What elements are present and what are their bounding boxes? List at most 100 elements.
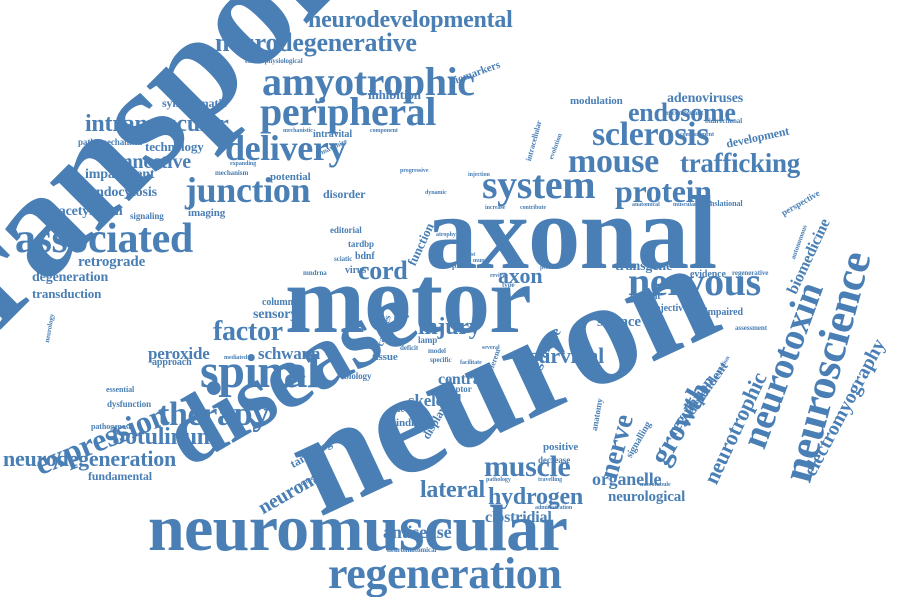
- word-disorder: disorder: [323, 187, 366, 201]
- word-mechanism: mechanism: [215, 169, 249, 177]
- word-sciatic: sciatic: [334, 255, 353, 263]
- word-dynamic: dynamic: [425, 190, 447, 196]
- word-pathology: pathology: [486, 477, 511, 483]
- word-tissue: tissue: [372, 351, 398, 363]
- word-bdnf: bdnf: [355, 251, 375, 262]
- word-receptor: receptor: [440, 384, 472, 394]
- word-development: development: [724, 123, 791, 151]
- word-intramuscular: intramuscular: [85, 111, 229, 137]
- word-progressive: progressive: [400, 168, 429, 174]
- word-specific: specific: [430, 356, 452, 364]
- word-lateral: lateral: [420, 477, 485, 503]
- word-neurodegeneration: neurodegeneration: [3, 446, 177, 471]
- word-factor: factor: [213, 316, 283, 347]
- word-contribute: contribute: [520, 205, 547, 211]
- word-nervous: nervous: [628, 259, 761, 304]
- word-neuromuscular: neuromuscular: [148, 492, 568, 565]
- word-injection: injection: [468, 172, 490, 178]
- word-objective: objective: [650, 303, 688, 314]
- word-mutant: mutant: [630, 291, 661, 302]
- word-perspective: perspective: [779, 187, 822, 218]
- word-symptomatic: symptomatic: [162, 96, 227, 110]
- word-transduction: transduction: [32, 286, 102, 301]
- word-endocytosis: endocytosis: [90, 185, 157, 200]
- word-essential: essential: [106, 385, 135, 394]
- word-expanding: expanding: [230, 161, 257, 167]
- word-percent: percent: [540, 265, 559, 271]
- word-neurological: neurological: [608, 489, 686, 505]
- word-junction: junction: [185, 170, 311, 210]
- word-assessment: assessment: [735, 324, 767, 332]
- word-central: central: [438, 371, 485, 388]
- word-translational: translational: [700, 199, 743, 208]
- word-lamp: lamp: [418, 335, 438, 345]
- word-mouse: mouse: [568, 143, 659, 180]
- word-science: science: [597, 314, 641, 330]
- word-protein: protein: [615, 173, 712, 209]
- word-plate: plate: [452, 261, 469, 270]
- word-intracellular: intracellular: [524, 119, 544, 163]
- word-adenoviruses: adenoviruses: [667, 91, 744, 106]
- word-motor: motor: [285, 246, 532, 353]
- word-model: model: [428, 347, 446, 355]
- word-tardbp: tardbp: [348, 239, 374, 249]
- word-impairment: impairment: [85, 167, 155, 182]
- word-neurodevelopmental: neurodevelopmental: [308, 7, 513, 33]
- word-endosome: endosome: [628, 98, 736, 127]
- word-evolution: evolution: [547, 132, 564, 161]
- word-deficit: deficit: [400, 344, 419, 352]
- word-axon: axon: [498, 263, 543, 288]
- word-muscle: muscle: [484, 450, 571, 483]
- word-dysfunction: dysfunction: [107, 399, 152, 409]
- word-schwann: schwann: [258, 344, 321, 363]
- word-administration: administration: [535, 505, 573, 511]
- word-signaling: signaling: [130, 211, 164, 221]
- word-botulinum: botulinum: [112, 424, 217, 450]
- word-pathogenesis: pathogenesis: [91, 422, 134, 431]
- word-mndrna: mndrna: [303, 269, 327, 277]
- word-inhibition: inhibition: [368, 87, 421, 102]
- word-mune: mune: [473, 258, 488, 264]
- word-travelling: travelling: [538, 477, 563, 483]
- word-evidence: evidence: [690, 269, 726, 280]
- word-bidirectional: bidirectional: [705, 117, 743, 125]
- word-survival: survival: [530, 343, 605, 368]
- word-delivery: delivery: [225, 128, 347, 168]
- word-associated: associated: [15, 216, 193, 262]
- word-recombinant: recombinant: [666, 109, 704, 117]
- word-sclerosis: sclerosis: [592, 116, 710, 153]
- word-neurodegenerative: neurodegenerative: [215, 28, 417, 57]
- word-decrease: decrease: [538, 455, 571, 465]
- word-robust: robust: [459, 252, 476, 258]
- word-regenerative: regenerative: [732, 269, 769, 277]
- word-potential: potential: [270, 171, 311, 183]
- word-biology: biology: [344, 371, 372, 381]
- word-degeneration: degeneration: [32, 270, 109, 285]
- word-transgene: transgene: [615, 259, 673, 274]
- word-several: several: [482, 345, 500, 351]
- word-compartment: compartment: [680, 132, 714, 138]
- word-intravital: intravital: [313, 129, 352, 140]
- word-microtubule: microtubule: [640, 482, 671, 488]
- word-type: type: [502, 281, 515, 289]
- word-column: column: [262, 297, 294, 308]
- word-peripheral: peripheral: [260, 89, 436, 134]
- word-increase: increase: [485, 205, 506, 211]
- word-clostridial: clostridial: [485, 509, 552, 526]
- word-neuroanatomical: neuroanatomical: [387, 546, 437, 554]
- word-electrophysiological: electrophysiological: [245, 57, 303, 65]
- word-pathomechanism: pathomechanism: [78, 137, 143, 147]
- word-binding: binding: [390, 417, 426, 429]
- word-trafficking: trafficking: [680, 148, 801, 178]
- word-review: review: [490, 273, 507, 279]
- word-amyotrophic: amyotrophic: [262, 59, 475, 104]
- word-virus: virus: [345, 265, 367, 276]
- word-regeneration: regeneration: [328, 549, 562, 597]
- word-positive: positive: [543, 441, 579, 453]
- word-component: component: [370, 128, 398, 134]
- word-skeletal: skeletal: [408, 391, 462, 410]
- word-method: method: [392, 404, 424, 415]
- word-modulation: modulation: [570, 95, 623, 107]
- word-sensory: sensory: [253, 307, 298, 322]
